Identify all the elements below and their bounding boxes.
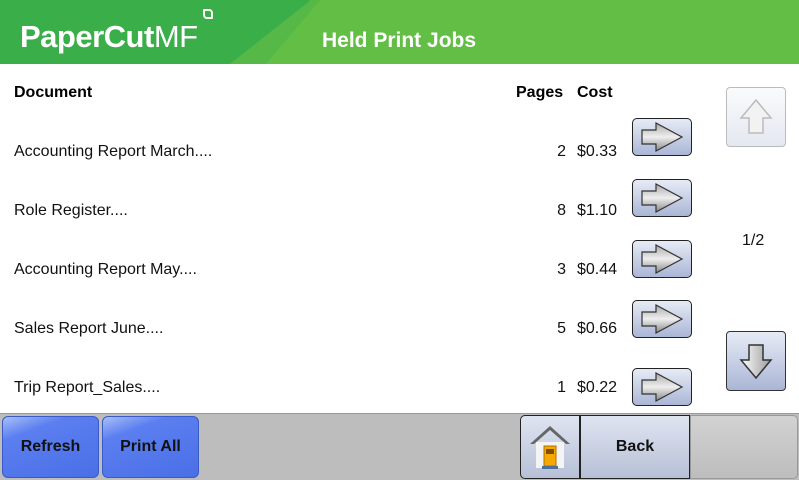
arrow-right-icon — [641, 371, 684, 403]
job-cost: $0.22 — [577, 379, 618, 396]
papercut-logo: PaperCutMF — [20, 19, 198, 55]
column-header-pages: Pages — [516, 84, 564, 101]
document-name: Accounting Report May.... — [14, 261, 197, 278]
header: PaperCutMF Held Print Jobs — [0, 0, 799, 64]
column-header-cost: Cost — [577, 84, 613, 101]
blank-button — [690, 415, 798, 479]
job-details-button[interactable] — [632, 240, 692, 278]
job-cost: $1.10 — [577, 202, 618, 219]
job-details-button[interactable] — [632, 368, 692, 406]
refresh-button[interactable]: Refresh — [2, 416, 99, 478]
document-name: Trip Report_Sales.... — [14, 379, 161, 396]
document-name: Role Register.... — [14, 202, 128, 219]
print-all-button[interactable]: Print All — [102, 416, 199, 478]
page-count: 3 — [557, 261, 566, 278]
document-name: Accounting Report March.... — [14, 143, 213, 160]
arrow-right-icon — [641, 121, 684, 153]
page-up-button[interactable] — [726, 87, 786, 147]
job-cost: $0.66 — [577, 320, 618, 337]
page-count: 1 — [557, 379, 566, 396]
page-down-button[interactable] — [726, 331, 786, 391]
arrow-down-icon — [739, 344, 773, 380]
home-button[interactable] — [520, 415, 580, 479]
back-button[interactable]: Back — [580, 415, 690, 479]
job-cost: $0.44 — [577, 261, 618, 278]
page-indicator: 1/2 — [742, 232, 765, 249]
home-icon — [530, 426, 570, 469]
page-count: 8 — [557, 202, 566, 219]
job-details-button[interactable] — [632, 300, 692, 338]
arrow-right-icon — [641, 182, 684, 214]
arrow-right-icon — [641, 303, 684, 335]
job-cost: $0.33 — [577, 143, 618, 160]
page-count: 2 — [557, 143, 566, 160]
column-header-document: Document — [14, 84, 93, 101]
arrow-up-icon — [739, 98, 773, 134]
page-title: Held Print Jobs — [322, 29, 477, 52]
arrow-right-icon — [641, 243, 684, 275]
job-details-button[interactable] — [632, 118, 692, 156]
logo-mark-icon — [203, 9, 213, 19]
logo-text: PaperCut — [20, 19, 154, 54]
logo-suffix: MF — [153, 19, 198, 54]
document-name: Sales Report June.... — [14, 320, 164, 337]
page-count: 5 — [557, 320, 566, 337]
job-details-button[interactable] — [632, 179, 692, 217]
